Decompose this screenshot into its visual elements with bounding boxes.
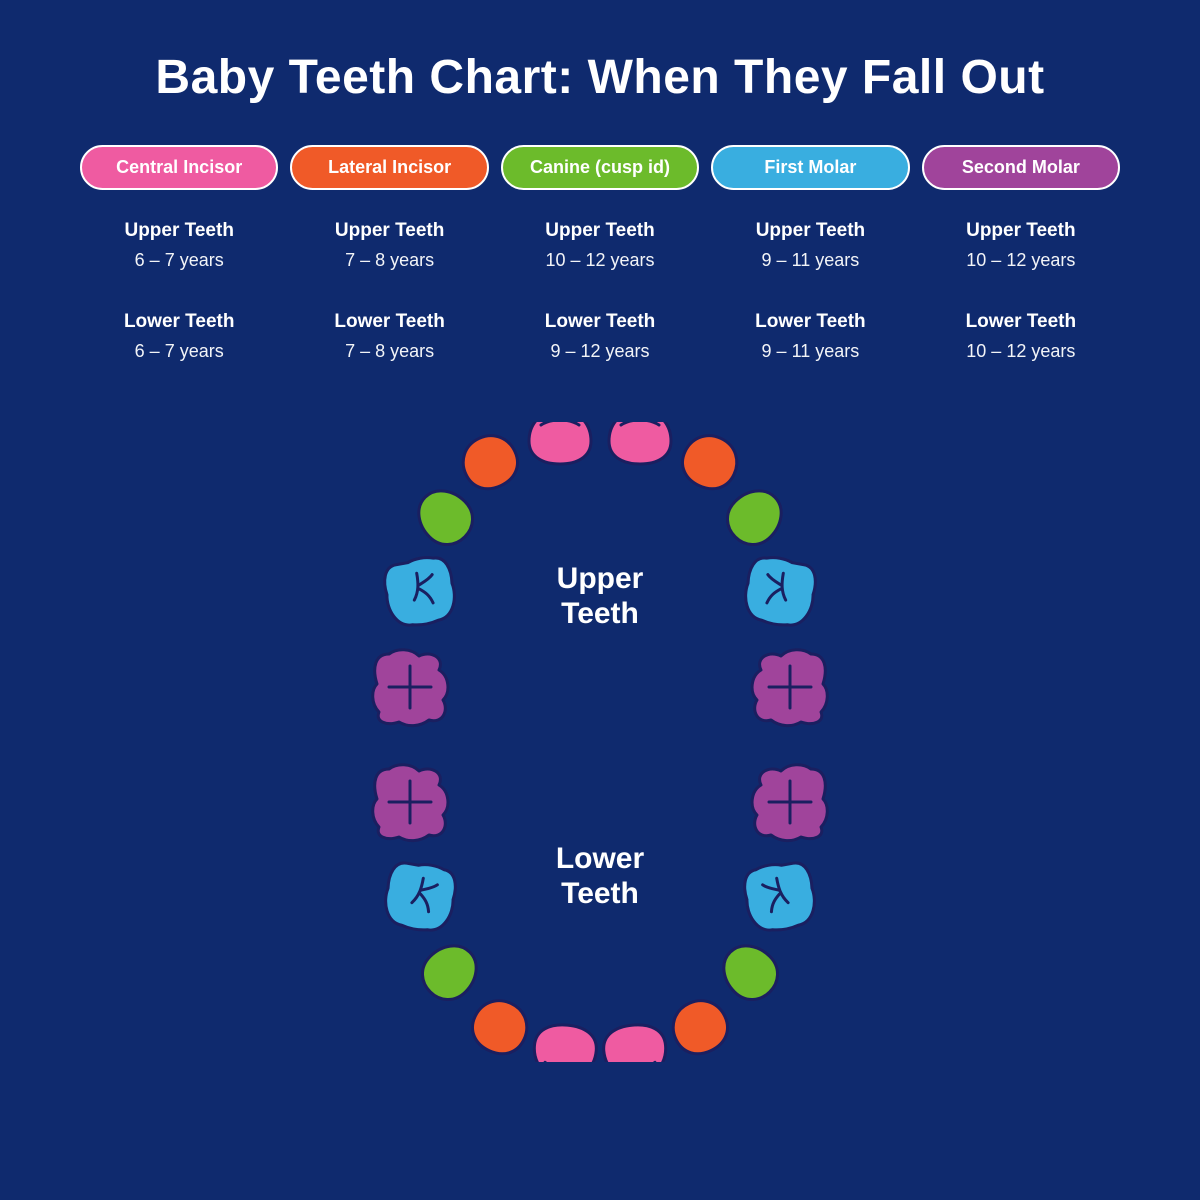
legend-pill: Canine (cusp id) <box>501 145 699 190</box>
info-cell-heading: Upper Teeth <box>922 220 1120 242</box>
info-cell: Lower Teeth 9 – 11 years <box>711 311 909 362</box>
info-row: Lower Teeth 6 – 7 years Lower Teeth 7 – 8 y… <box>80 311 1120 362</box>
info-cell: Lower Teeth 7 – 8 years <box>290 311 488 362</box>
tooth-molar1 <box>741 553 819 629</box>
info-cell-value: 9 – 11 years <box>711 341 909 362</box>
info-cell: Lower Teeth 9 – 12 years <box>501 311 699 362</box>
info-cell-value: 10 – 12 years <box>501 250 699 271</box>
info-cell-heading: Upper Teeth <box>501 220 699 242</box>
tooth-molar2 <box>373 650 448 726</box>
info-cell-value: 7 – 8 years <box>290 341 488 362</box>
diagram-label-lower: LowerTeeth <box>500 842 700 911</box>
info-cell: Upper Teeth 10 – 12 years <box>501 220 699 271</box>
teeth-diagram: UpperTeeth LowerTeeth <box>350 422 850 1062</box>
info-cell-heading: Lower Teeth <box>501 311 699 333</box>
info-cell: Upper Teeth 6 – 7 years <box>80 220 278 271</box>
tooth-incisor <box>529 422 591 464</box>
tooth-canine <box>718 480 793 555</box>
tooth-molar1 <box>741 858 819 934</box>
info-cell-heading: Lower Teeth <box>711 311 909 333</box>
info-cell-value: 9 – 12 years <box>501 341 699 362</box>
info-cell-heading: Lower Teeth <box>290 311 488 333</box>
legend: Central Incisor Lateral Incisor Canine (cu… <box>80 145 1120 190</box>
tooth-lateral <box>665 992 736 1062</box>
tooth-canine <box>408 480 483 555</box>
info-cell-heading: Upper Teeth <box>290 220 488 242</box>
info-cell-value: 10 – 12 years <box>922 250 1120 271</box>
info-cell: Upper Teeth 7 – 8 years <box>290 220 488 271</box>
tooth-lateral <box>675 427 746 497</box>
tooth-canine <box>413 935 488 1010</box>
tooth-incisor <box>532 1022 598 1062</box>
tooth-incisor <box>609 422 671 464</box>
info-cell-value: 9 – 11 years <box>711 250 909 271</box>
page-title: Baby Teeth Chart: When They Fall Out <box>70 50 1130 105</box>
info-cell-value: 7 – 8 years <box>290 250 488 271</box>
tooth-molar2 <box>752 650 827 726</box>
info-cell-heading: Upper Teeth <box>80 220 278 242</box>
tooth-lateral <box>455 427 526 497</box>
info-cell-heading: Lower Teeth <box>80 311 278 333</box>
legend-pill: Second Molar <box>922 145 1120 190</box>
info-cell: Lower Teeth 10 – 12 years <box>922 311 1120 362</box>
tooth-molar2 <box>752 765 827 841</box>
diagram-label-upper: UpperTeeth <box>500 562 700 631</box>
tooth-canine <box>713 935 788 1010</box>
info-cell: Lower Teeth 6 – 7 years <box>80 311 278 362</box>
info-cell: Upper Teeth 10 – 12 years <box>922 220 1120 271</box>
tooth-molar1 <box>381 858 459 934</box>
legend-pill: Central Incisor <box>80 145 278 190</box>
tooth-incisor <box>602 1022 668 1062</box>
info-cell-value: 6 – 7 years <box>80 341 278 362</box>
info-table: Upper Teeth 6 – 7 years Upper Teeth 7 – 8 y… <box>70 220 1130 362</box>
tooth-molar2 <box>373 765 448 841</box>
legend-pill: Lateral Incisor <box>290 145 488 190</box>
info-cell-heading: Lower Teeth <box>922 311 1120 333</box>
info-row: Upper Teeth 6 – 7 years Upper Teeth 7 – 8 y… <box>80 220 1120 271</box>
info-cell-value: 6 – 7 years <box>80 250 278 271</box>
legend-pill: First Molar <box>711 145 909 190</box>
tooth-lateral <box>465 992 536 1062</box>
tooth-molar1 <box>381 553 459 629</box>
info-cell: Upper Teeth 9 – 11 years <box>711 220 909 271</box>
info-cell-value: 10 – 12 years <box>922 341 1120 362</box>
info-cell-heading: Upper Teeth <box>711 220 909 242</box>
